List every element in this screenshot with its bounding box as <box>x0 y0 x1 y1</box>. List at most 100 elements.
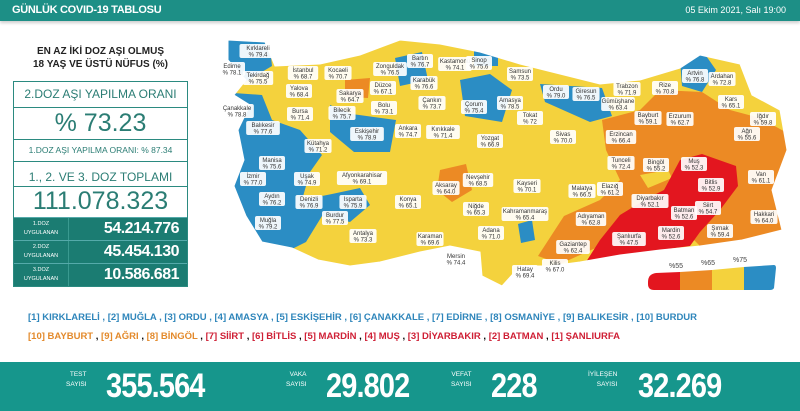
province-name: Mardin <box>662 228 680 234</box>
province-value: % 74.4 <box>447 261 466 267</box>
province-label: Antalya% 73.3 <box>349 229 377 244</box>
ranked-province: [3] DİYARBAKIR <box>407 331 481 342</box>
province-label: Diyarbakır% 52.1 <box>631 194 669 209</box>
province-value: % 52.3 <box>685 166 704 172</box>
province-value: % 78.8 <box>228 113 247 119</box>
province-name: Konya <box>399 197 417 203</box>
province-name: Muş <box>688 159 699 165</box>
province-name: Diyarbakır <box>636 196 663 202</box>
province-label: Giresun% 76.5 <box>572 87 600 102</box>
province-value: % 59.4 <box>711 233 730 239</box>
province-label: Hakkari% 64.0 <box>750 210 778 225</box>
province-value: % 69.6 <box>421 241 440 247</box>
province-value: % 78.1 <box>223 71 242 77</box>
province-value: % 71.4 <box>434 134 453 140</box>
province-label: Muş% 52.3 <box>681 157 707 172</box>
province-label: Mardin% 52.6 <box>658 226 684 241</box>
province-value: % 75.9 <box>344 204 363 210</box>
province-label: Gümüşhane% 63.4 <box>601 97 635 112</box>
ranked-province: [8] OSMANİYE <box>490 312 556 323</box>
province-label: Tokat% 72 <box>517 111 543 126</box>
province-value: % 77.0 <box>244 181 263 187</box>
province-name: Rize <box>659 83 672 89</box>
province-name: Bilecik <box>333 108 351 114</box>
province-label: Ağrı% 55.6 <box>734 127 760 142</box>
province-label: Batman% 52.6 <box>671 206 697 221</box>
province-value: % 75.6 <box>263 165 282 171</box>
province-name: Ardahan <box>711 74 734 80</box>
province-label: Siirt% 54.7 <box>695 201 721 216</box>
province-label: Düzce% 67.1 <box>370 81 396 96</box>
province-name: Tekirdağ <box>247 73 270 79</box>
province-label: Manisa% 75.6 <box>259 156 285 171</box>
province-label: Ardahan% 72.8 <box>708 72 736 87</box>
province-name: Erzincan <box>609 132 632 138</box>
province-name: Hakkari <box>754 212 774 218</box>
province-value: % 75.7 <box>333 115 352 121</box>
total-doses-label: 1., 2. VE 3. DOZ TOPLAMI <box>14 162 187 187</box>
province-label: Malatya% 66.5 <box>568 184 596 199</box>
province-label: Balıkesir% 77.6 <box>246 121 280 136</box>
dose-label: UYGULANAN <box>23 253 59 259</box>
province-value: % 61.2 <box>601 191 620 197</box>
province-name: Çanakkale <box>223 106 252 112</box>
province-label: Erzincan% 66.4 <box>605 130 637 145</box>
province-name: Kırıkkale <box>431 127 455 133</box>
province-name: Kayseri <box>517 181 537 187</box>
province-name: Yalova <box>290 86 309 92</box>
province-name: Edirne <box>223 64 241 70</box>
province-label: Sakarya% 64.7 <box>336 89 364 104</box>
province-value: % 72 <box>523 120 537 126</box>
province-value: % 47.5 <box>620 241 639 247</box>
top-ranked-provinces: [1] KIRKLARELİ , [2] MUĞLA , [3] ORDU , … <box>28 312 698 323</box>
province-value: % 52.9 <box>702 187 721 193</box>
province-name: Bingöl <box>648 160 665 166</box>
ranked-province: [7] SİİRT <box>205 331 245 342</box>
province-label: Rize% 70.8 <box>652 81 678 96</box>
province-value: % 76.9 <box>300 204 319 210</box>
province-value: % 79.2 <box>259 225 278 231</box>
province-name: Bayburt <box>638 113 659 119</box>
province-label: Bitlis% 52.9 <box>698 178 724 193</box>
province-name: Samsun <box>509 69 531 75</box>
second-dose-label: 2.DOZ AŞI YAPILMA ORANI <box>14 82 187 108</box>
province-value: % 69.4 <box>516 274 535 280</box>
recovered-label: İYİLEŞEN SAYISI <box>588 371 618 388</box>
province-name: Kars <box>725 97 737 103</box>
province-label: Aksaray% 64.0 <box>432 181 460 196</box>
province-name: Bitlis <box>705 180 718 186</box>
province-name: Şırnak <box>711 226 729 232</box>
province-name: Düzce <box>374 83 392 89</box>
province-name: Van <box>756 172 766 178</box>
dose-label: 2.DOZ <box>32 244 50 250</box>
province-label: Hatay% 69.4 <box>512 265 538 280</box>
province-value: % 59.8 <box>754 121 773 127</box>
total-doses-value: 111.078.323 <box>32 187 169 215</box>
province-label: Artvin% 76.8 <box>682 69 708 84</box>
province-value: % 76.2 <box>263 201 282 207</box>
province-name: Kastamonu <box>440 59 470 65</box>
province-name: Kocaeli <box>328 68 348 74</box>
province-name: Kütahya <box>307 141 330 147</box>
province-label: Gaziantep% 62.4 <box>556 240 590 255</box>
bottom-ranked-provinces: [10] BAYBURT , [9] AĞRI , [8] BİNGÖL , [… <box>28 331 620 342</box>
province-value: % 71.9 <box>618 91 637 97</box>
page-title: GÜNLÜK COVID-19 TABLOSU <box>12 4 162 16</box>
province-name: Aydın <box>264 194 279 200</box>
province-label: Elazığ% 61.2 <box>597 182 623 197</box>
province-value: % 76.8 <box>686 78 705 84</box>
daily-stats-bar: TEST SAYISI 355.564 VAKA SAYISI 29.802 VEF… <box>0 362 800 411</box>
province-value: % 70.0 <box>554 139 573 145</box>
province-value: % 65.1 <box>722 104 741 110</box>
dose-label: 1.DOZ <box>32 221 50 227</box>
dose-label: 3.DOZ <box>32 267 50 273</box>
province-label: Konya% 65.1 <box>395 195 421 210</box>
province-label: Isparta% 75.9 <box>339 195 367 210</box>
province-label: Eskişehir% 78.9 <box>350 127 384 142</box>
province-value: % 52.6 <box>662 235 681 241</box>
province-name: Giresun <box>575 89 596 95</box>
panel-title-line: 18 YAŞ VE ÜSTÜ NÜFUS (%) <box>32 59 169 70</box>
province-value: % 73.5 <box>511 76 530 82</box>
province-value: % 64.0 <box>755 219 774 225</box>
